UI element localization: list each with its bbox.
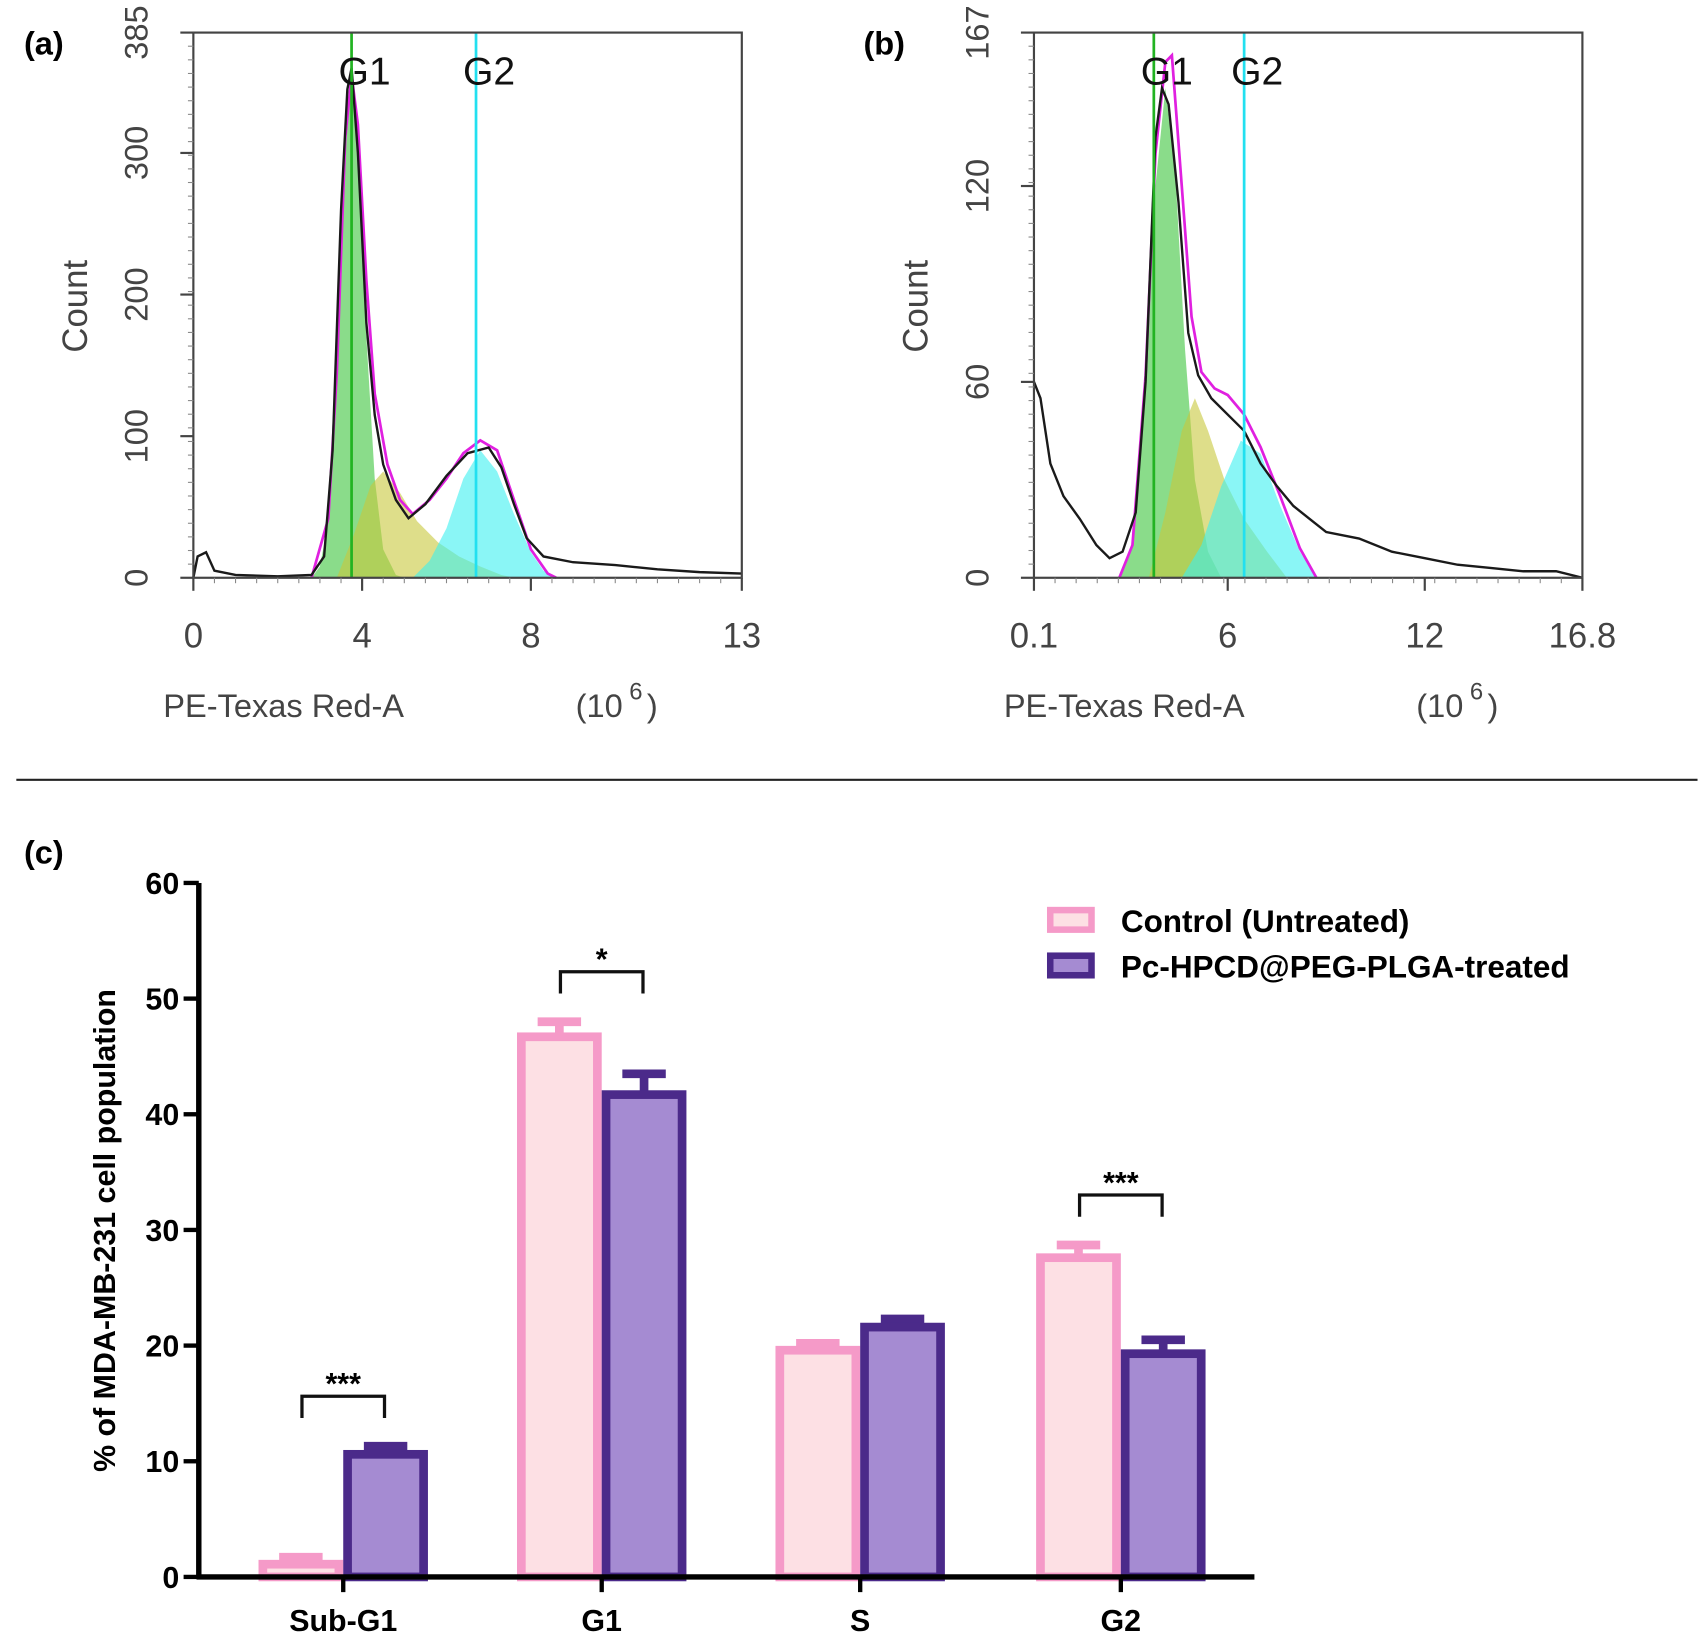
y-tick-label-a: 0 [119, 569, 155, 587]
legend-label-control: Control (Untreated) [1121, 903, 1410, 939]
panel-b-histogram: (b) Count PE-Texas Red-A (10 6) G1 G2 0 60 12… [863, 5, 1616, 723]
y-tick-label-b: 60 [959, 364, 995, 400]
x-tick-label-a: 4 [352, 617, 371, 655]
x-unit-exp-a: 6 [629, 678, 642, 705]
x-tick-label-a: 13 [722, 617, 761, 655]
y-tick-label-c: 30 [145, 1214, 179, 1248]
panel-c-bar-chart: (c) % of MDA-MB-231 cell population 0 10 2… [24, 834, 1570, 1638]
x-unit-base-b: (10 [1416, 688, 1463, 724]
panel-label-a: (a) [24, 25, 64, 61]
significance-bracket [1077, 1193, 1164, 1217]
series-measured-histogram-b [1032, 83, 1583, 579]
series-G2-fit-a [412, 450, 557, 578]
y-tick-label-c: 10 [145, 1445, 179, 1479]
panel-label-b: (b) [863, 25, 905, 61]
x-axis-unit-a: (10 6) [576, 678, 658, 723]
y-tick-label-b: 120 [959, 159, 995, 213]
bar-treated-g2 [1120, 1349, 1206, 1582]
y-tick-label-c: 20 [145, 1329, 179, 1363]
y-tick-label-c: 60 [145, 867, 179, 901]
bar-control-s [775, 1345, 861, 1582]
x-tick-label-b: 0.1 [1010, 617, 1058, 655]
x-unit-base-a: (10 [576, 688, 623, 724]
x-unit-close-a: ) [647, 688, 658, 724]
x-axis-unit-b: (10 6) [1416, 678, 1498, 723]
significance-bracket [558, 970, 645, 994]
series-measured-histogram-a [192, 67, 742, 579]
y-tick-label-c: 50 [145, 982, 179, 1016]
x-tick-label-b: 6 [1218, 617, 1237, 655]
plot-frame-b [1032, 31, 1584, 579]
significance-label: *** [1103, 1166, 1139, 1200]
significance-bracket [300, 1394, 387, 1418]
y-tick-label-a: 385 [119, 5, 155, 59]
y-tick-label-a: 200 [119, 267, 155, 321]
legend-swatch-control [1046, 906, 1095, 933]
y-axis-label-c: % of MDA-MB-231 cell population [88, 989, 122, 1472]
bar-treated-g1 [601, 1090, 687, 1582]
x-unit-exp-b: 6 [1470, 678, 1483, 705]
x-tick-label-b: 12 [1405, 617, 1444, 655]
bar-control-g1 [517, 1032, 602, 1582]
x-unit-close-b: ) [1487, 688, 1498, 724]
x-axis-label-b: PE-Texas Red-A [1004, 688, 1245, 724]
category-label-sub-g1: Sub-G1 [289, 1604, 397, 1638]
series-G1-fit-a [311, 82, 405, 578]
category-label-s: S [850, 1604, 870, 1638]
series-G1-fit-b [1119, 88, 1222, 578]
y-tick-label-c: 0 [162, 1561, 179, 1595]
x-tick-label-a: 0 [184, 617, 203, 655]
y-tick-label-a: 100 [119, 409, 155, 463]
x-axis-label-a: PE-Texas Red-A [163, 688, 404, 724]
series-G2-fit-b [1181, 440, 1317, 578]
legend-label-treated: Pc-HPCD@PEG-PLGA-treated [1121, 948, 1570, 984]
bar-control-g2 [1036, 1253, 1121, 1582]
gate-label-g1-b: G1 [1141, 51, 1193, 94]
y-tick-label-b: 0 [959, 569, 995, 587]
y-axis-label-a: Count [57, 260, 95, 353]
gate-label-g2-a: G2 [463, 51, 515, 94]
panel-a-histogram: (a) Count PE-Texas Red-A (10 6) G1 G2 0 100 2… [24, 5, 761, 723]
significance-label: *** [325, 1367, 361, 1401]
bar-treated-sub-g1 [343, 1449, 428, 1582]
gate-label-g2-b: G2 [1231, 51, 1283, 94]
gate-label-g1-a: G1 [339, 51, 391, 94]
y-axis-label-b: Count [898, 260, 936, 353]
y-tick-label-c: 40 [145, 1098, 179, 1132]
bar-treated-s [860, 1322, 945, 1582]
legend-swatch-treated [1046, 952, 1095, 979]
significance-label: * [596, 943, 608, 977]
series-S-fit-a [336, 471, 514, 578]
x-tick-label-b: 16.8 [1549, 617, 1617, 655]
panel-label-c: (c) [24, 834, 64, 870]
y-tick-label-b: 167 [959, 5, 995, 59]
category-label-g2: G2 [1101, 1604, 1142, 1638]
x-tick-label-a: 8 [521, 617, 540, 655]
y-tick-label-a: 300 [119, 126, 155, 180]
category-label-g1: G1 [581, 1604, 622, 1638]
